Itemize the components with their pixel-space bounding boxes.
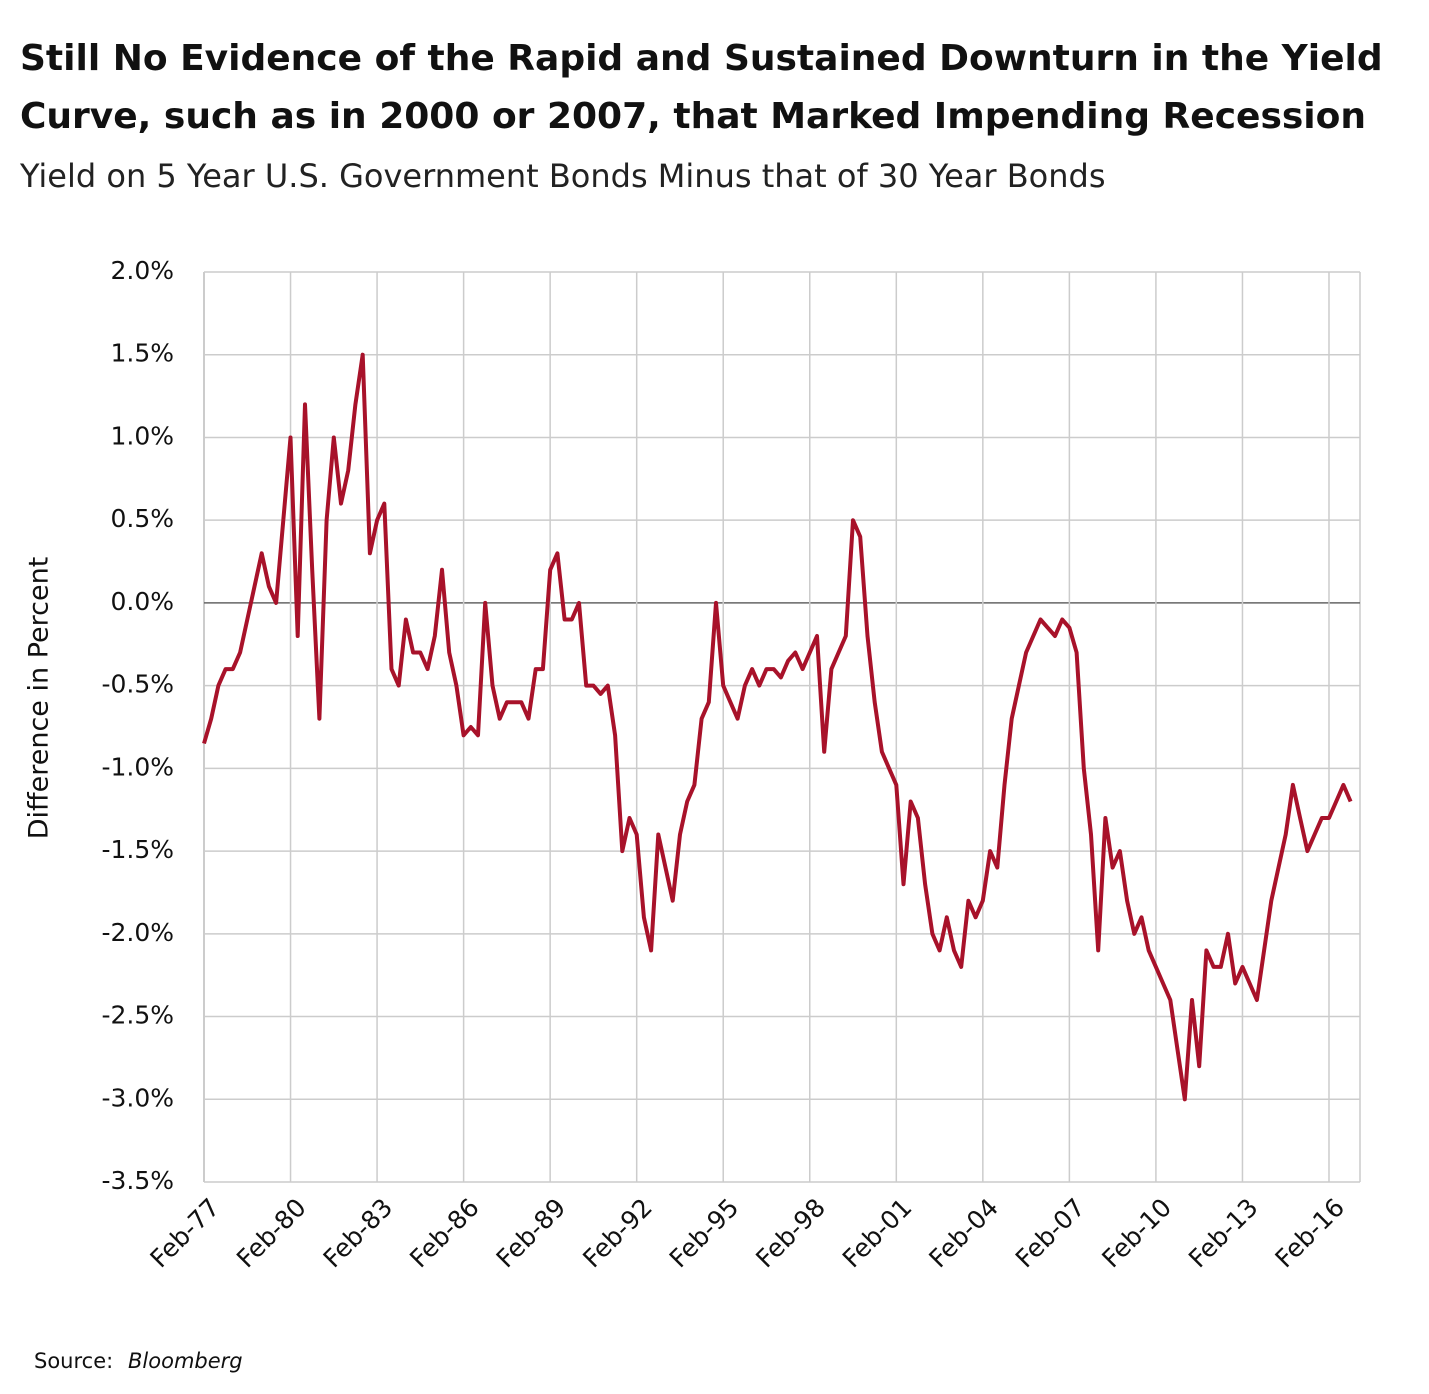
x-tick-label: Feb-13 xyxy=(1183,1193,1264,1274)
x-tick-label: Feb-01 xyxy=(837,1193,918,1274)
y-tick-label: -2.5% xyxy=(101,1001,174,1030)
y-tick-label: -0.5% xyxy=(101,670,174,699)
y-tick-label: 1.0% xyxy=(110,421,174,450)
x-tick-label: Feb-92 xyxy=(577,1193,658,1274)
chart-title: Still No Evidence of the Rapid and Susta… xyxy=(20,38,1383,79)
y-tick-label: 0.5% xyxy=(110,504,174,533)
chart-subtitle: Yield on 5 Year U.S. Government Bonds Mi… xyxy=(19,157,1105,195)
y-tick-label: -3.0% xyxy=(101,1083,174,1112)
y-tick-label: -1.0% xyxy=(101,752,174,781)
y-tick-label: -1.5% xyxy=(101,835,174,864)
x-tick-label: Feb-86 xyxy=(404,1193,485,1274)
y-tick-label: -2.0% xyxy=(101,918,174,947)
y-tick-label: 1.5% xyxy=(110,339,174,368)
x-tick-label: Feb-80 xyxy=(231,1193,312,1274)
y-axis-label: Difference in Percent xyxy=(24,557,55,840)
source-label: Source: xyxy=(34,1349,113,1373)
x-tick-label: Feb-89 xyxy=(491,1193,572,1274)
y-tick-label: 0.0% xyxy=(110,587,174,616)
x-tick-label: Feb-04 xyxy=(923,1193,1004,1274)
line-series xyxy=(202,352,1353,1102)
y-tick-label: 2.0% xyxy=(110,256,174,285)
y-tick-label: -3.5% xyxy=(101,1166,174,1195)
x-tick-label: Feb-83 xyxy=(318,1193,399,1274)
source: Bloomberg xyxy=(128,1349,243,1373)
x-tick-label: Feb-98 xyxy=(750,1193,831,1274)
x-tick-label: Feb-16 xyxy=(1269,1193,1350,1274)
chart-title: Curve, such as in 2000 or 2007, that Mar… xyxy=(20,96,1366,137)
x-tick-label: Feb-77 xyxy=(145,1193,226,1274)
x-tick-label: Feb-07 xyxy=(1010,1193,1091,1274)
x-tick-label: Feb-95 xyxy=(664,1193,745,1274)
x-tick-label: Feb-10 xyxy=(1096,1193,1177,1274)
